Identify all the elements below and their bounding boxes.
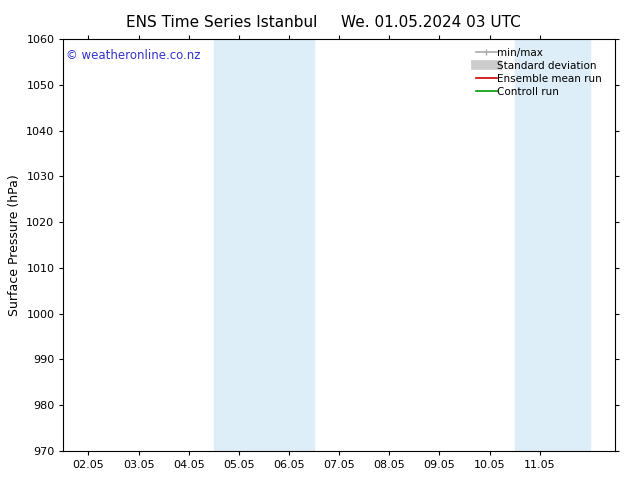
Text: We. 01.05.2024 03 UTC: We. 01.05.2024 03 UTC bbox=[341, 15, 521, 30]
Text: © weatheronline.co.nz: © weatheronline.co.nz bbox=[66, 49, 200, 63]
Bar bbox=[515, 39, 590, 451]
Text: ENS Time Series Istanbul: ENS Time Series Istanbul bbox=[126, 15, 318, 30]
Legend: min/max, Standard deviation, Ensemble mean run, Controll run: min/max, Standard deviation, Ensemble me… bbox=[473, 45, 610, 100]
Bar bbox=[214, 39, 314, 451]
Y-axis label: Surface Pressure (hPa): Surface Pressure (hPa) bbox=[8, 174, 21, 316]
